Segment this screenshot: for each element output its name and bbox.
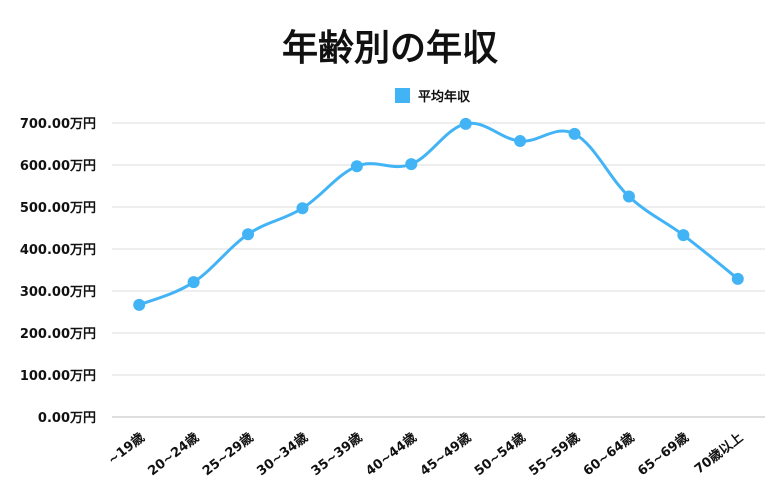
x-tick-label: 25~29歳 — [199, 430, 256, 480]
x-tick-label: 35~39歳 — [308, 430, 365, 480]
y-tick-label: 400.00万円 — [20, 243, 96, 258]
y-tick-label: 100.00万円 — [20, 369, 96, 384]
y-tick-label: 700.00万円 — [20, 117, 96, 132]
y-tick-label: 300.00万円 — [20, 285, 96, 300]
x-tick-label: 40~44歳 — [363, 430, 420, 480]
x-tick-label: 65~69歳 — [635, 430, 692, 480]
data-point — [350, 160, 363, 173]
data-point — [187, 276, 200, 289]
y-tick-label: 0.00万円 — [38, 411, 96, 426]
chart-title: 年齢別の年収 — [282, 28, 498, 69]
legend: 平均年収 — [395, 88, 471, 105]
x-tick-label: ~19歳 — [105, 430, 148, 468]
data-point — [133, 298, 146, 311]
x-tick-label: 55~59歳 — [526, 430, 583, 480]
data-point — [405, 158, 418, 171]
x-tick-label: 50~54歳 — [471, 430, 528, 480]
y-tick-label: 500.00万円 — [20, 201, 96, 216]
x-tick-label: 20~24歳 — [145, 430, 202, 480]
data-point — [677, 229, 690, 242]
series-layer — [133, 117, 744, 311]
y-axis-ticks: 0.00万円 100.00万円 200.00万円 300.00万円 400.00万円 50… — [20, 117, 96, 426]
x-tick-label: 70歳以上 — [691, 430, 746, 478]
data-point — [514, 135, 527, 148]
data-point — [296, 202, 309, 215]
series-line — [138, 121, 739, 307]
legend-swatch — [395, 88, 410, 103]
x-tick-label: 45~49歳 — [417, 430, 474, 480]
y-tick-label: 200.00万円 — [20, 327, 96, 342]
gridlines — [112, 122, 765, 418]
x-tick-label: 60~64歳 — [580, 430, 637, 480]
data-point — [242, 228, 255, 241]
legend-label: 平均年収 — [418, 89, 471, 105]
y-tick-label: 600.00万円 — [20, 159, 96, 174]
x-tick-label: 30~34歳 — [254, 430, 311, 480]
data-point — [622, 190, 635, 203]
data-point — [568, 127, 581, 140]
data-point — [459, 117, 472, 130]
data-point — [731, 272, 744, 285]
x-axis-ticks: ~19歳20~24歳25~29歳30~34歳35~39歳40~44歳45~49歳… — [105, 430, 747, 480]
